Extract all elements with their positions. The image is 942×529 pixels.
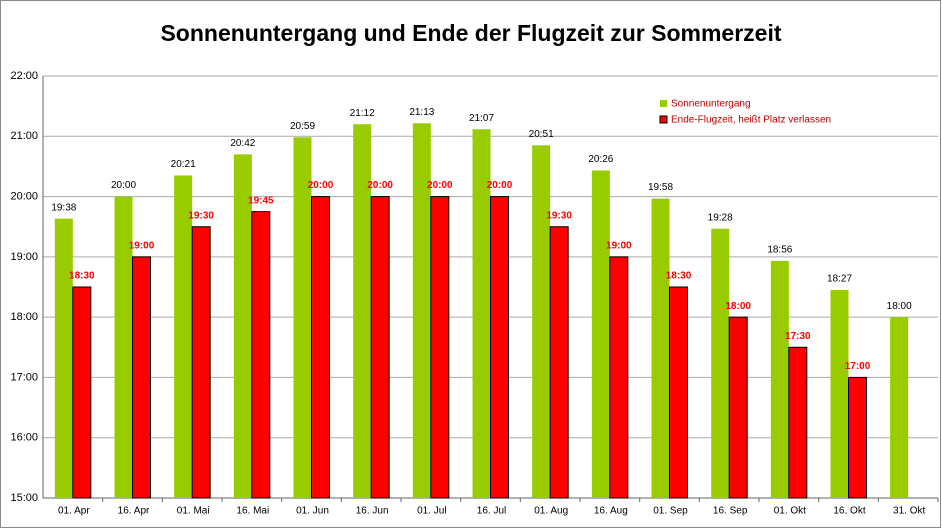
data-label: 20:00	[308, 180, 334, 191]
x-tick-label: 16. Apr	[118, 506, 150, 517]
data-label: 21:13	[409, 107, 434, 118]
data-label: 20:42	[230, 138, 255, 149]
x-tick-label: 01. Sep	[653, 506, 688, 517]
x-tick-label: 01. Aug	[534, 506, 568, 517]
data-label: 20:00	[487, 180, 513, 191]
legend-label: Ende-Flugzeit, heißt Platz verlassen	[671, 115, 831, 126]
x-tick-label: 16. Aug	[594, 506, 628, 517]
bar	[72, 286, 92, 499]
x-tick-label: 01. Jul	[417, 506, 446, 517]
bar	[549, 226, 569, 499]
x-tick-label: 01. Mai	[177, 506, 210, 517]
data-label: 19:00	[129, 240, 155, 251]
y-tick-label: 21:00	[10, 130, 38, 142]
data-label: 20:59	[290, 121, 315, 132]
bar	[830, 290, 849, 498]
legend-swatch	[659, 115, 668, 124]
data-label: 19:30	[546, 210, 572, 221]
y-tick-label: 22:00	[10, 70, 38, 82]
legend-swatch	[660, 100, 667, 107]
data-label: 19:00	[606, 240, 632, 251]
data-label: 19:30	[188, 210, 214, 221]
bar	[251, 211, 271, 499]
y-tick-label: 16:00	[10, 432, 38, 444]
data-label: 20:21	[171, 159, 196, 170]
bar	[472, 129, 491, 498]
data-label: 18:00	[725, 301, 751, 312]
bar	[430, 196, 450, 499]
bar	[54, 218, 73, 498]
bar	[890, 317, 909, 498]
bar	[591, 170, 610, 498]
bar	[293, 137, 312, 498]
data-label: 18:56	[767, 245, 792, 256]
data-label: 20:00	[427, 180, 453, 191]
data-label: 20:26	[588, 154, 613, 165]
bar	[770, 260, 789, 498]
data-label: 20:00	[367, 180, 393, 191]
x-tick-label: 16. Sep	[713, 506, 748, 517]
y-tick-label: 15:00	[10, 492, 38, 504]
data-label: 19:38	[51, 202, 76, 213]
data-label: 19:45	[248, 195, 274, 206]
bar	[132, 256, 151, 499]
x-tick-label: 01. Jun	[296, 506, 329, 517]
bar	[669, 286, 688, 499]
legend-label: Sonnenuntergang	[671, 99, 751, 110]
y-tick-label: 17:00	[10, 371, 38, 383]
bar	[651, 198, 670, 498]
bar	[370, 196, 390, 499]
x-tick-label: 01. Apr	[58, 506, 90, 517]
data-label: 17:00	[845, 361, 871, 372]
bar	[174, 175, 193, 498]
bar	[490, 196, 509, 499]
bar	[233, 154, 252, 498]
chart-title: Sonnenuntergang und Ende der Flugzeit zu…	[160, 20, 781, 46]
bar	[711, 228, 730, 498]
bar	[311, 196, 330, 499]
data-label: 17:30	[785, 331, 811, 342]
data-label: 21:12	[350, 108, 375, 119]
x-tick-label: 31. Okt	[893, 506, 925, 517]
bar	[412, 123, 431, 499]
x-tick-label: 01. Okt	[774, 506, 806, 517]
x-tick-label: 16. Okt	[833, 506, 865, 517]
bar	[114, 196, 133, 499]
data-label: 18:30	[666, 271, 692, 282]
data-label: 21:07	[469, 113, 494, 124]
x-tick-label: 16. Jun	[356, 506, 389, 517]
bar	[609, 256, 629, 499]
data-label: 19:28	[708, 212, 733, 223]
bar	[532, 145, 551, 499]
bar	[788, 346, 808, 499]
data-label: 18:27	[827, 274, 852, 285]
bar	[353, 124, 372, 498]
y-tick-label: 18:00	[10, 311, 38, 323]
data-label: 20:00	[111, 180, 136, 191]
data-label: 18:00	[887, 301, 912, 312]
bar	[728, 316, 748, 499]
x-tick-label: 16. Jul	[477, 506, 506, 517]
bar	[848, 376, 867, 499]
bar	[191, 226, 211, 499]
data-label: 20:51	[529, 129, 554, 140]
y-tick-label: 20:00	[10, 190, 38, 202]
y-tick-label: 19:00	[10, 251, 38, 263]
data-label: 19:58	[648, 182, 673, 193]
data-label: 18:30	[69, 271, 95, 282]
x-tick-label: 16. Mai	[236, 506, 269, 517]
